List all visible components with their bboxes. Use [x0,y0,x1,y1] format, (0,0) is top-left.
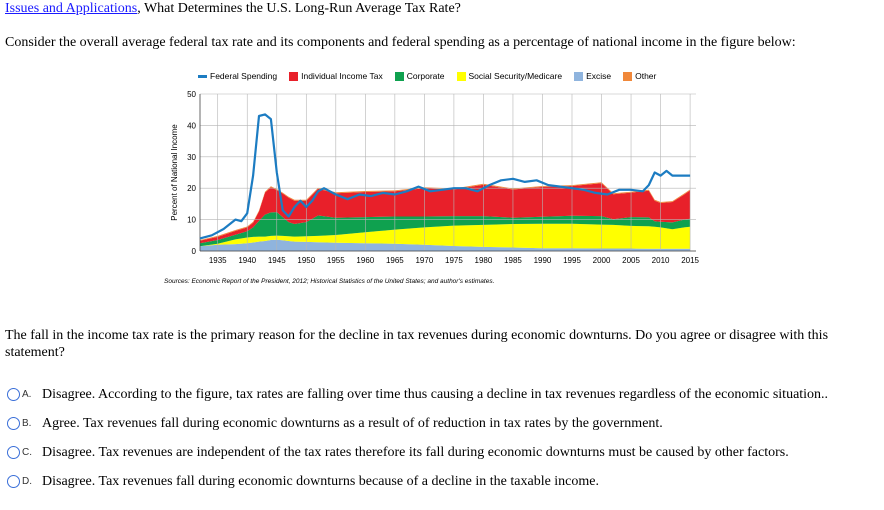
x-tick-label: 1940 [238,256,256,265]
x-tick-label: 1935 [209,256,227,265]
tax-chart: 0 10 20 30 40 50 1935 1940 1945 1950 1955 1960 1965 1… [170,90,700,265]
legend-item: Excise [574,71,611,81]
y-tick-label: 0 [192,247,197,256]
x-tick-label: 1995 [563,256,581,265]
x-tick-label: 2015 [681,256,699,265]
x-tick-label: 1970 [415,256,433,265]
y-axis-label: Percent of National Income [170,124,179,221]
area-excise [200,239,691,251]
x-tick-label: 1990 [534,256,552,265]
x-tick-label: 1945 [268,256,286,265]
legend-item: Individual Income Tax [289,71,383,81]
radio-button[interactable] [7,446,20,459]
choice-b[interactable]: B. Agree. Tax revenues fall during econom… [5,409,828,438]
y-tick-label: 50 [187,90,196,99]
x-tick-label: 1980 [475,256,493,265]
tax-chart-figure: 0 10 20 30 40 50 1935 1940 1945 1950 1955 1960 1965 1… [164,66,705,292]
legend-swatch [289,71,299,81]
chart-legend: Federal Spending Individual Income Tax Cor… [198,71,656,81]
legend-item: Other [623,71,656,81]
legend-swatch [574,71,584,81]
legend-label: Social Security/Medicare [468,71,563,81]
choice-c[interactable]: C. Disagree. Tax revenues are independent… [5,438,828,467]
chart-source: Sources: Economic Report of the Presiden… [164,278,495,285]
legend-item: Social Security/Medicare [456,71,563,81]
choice-letter: B. [22,418,32,429]
area-social-security-medicare [200,223,691,249]
legend-label: Excise [586,71,612,81]
legend-label: Federal Spending [210,71,278,81]
x-tick-label: 2010 [652,256,670,265]
choice-a[interactable]: A. Disagree. According to the figure, tax… [5,380,828,409]
answer-choices: A. Disagree. According to the figure, tax… [5,380,828,496]
choice-text: Agree. Tax revenues fall during economic… [42,415,663,431]
legend-item: Federal Spending [198,71,277,81]
x-tick-label: 2000 [593,256,611,265]
radio-button[interactable] [7,388,20,401]
choice-letter: C. [22,447,32,458]
choice-letter: A. [22,389,32,400]
intro-text: Consider the overall average federal tax… [5,35,796,50]
y-tick-label: 20 [187,184,196,193]
x-tick-label: 1985 [504,256,522,265]
header-sep: , [137,1,141,16]
x-tick-label: 2005 [622,256,640,265]
legend-label: Individual Income Tax [301,71,383,81]
question-text: The fall in the income tax rate is the p… [5,328,829,360]
legend-swatch [456,71,466,81]
page-title: What Determines the U.S. Long-Run Averag… [143,1,461,16]
x-tick-label: 1965 [386,256,404,265]
choice-d[interactable]: D. Disagree. Tax revenues fall during eco… [5,467,828,496]
legend-label: Corporate [406,71,445,81]
x-tick-label: 1955 [327,256,345,265]
page-header: Issues and Applications, What Determines… [5,0,461,17]
y-tick-label: 10 [187,216,196,225]
legend-item: Corporate [394,71,445,81]
y-tick-label: 40 [187,121,196,130]
legend-swatch [198,74,207,78]
choice-text: Disagree. Tax revenues are independent o… [42,444,789,460]
x-tick-label: 1950 [297,256,315,265]
x-tick-label: 1960 [356,256,374,265]
radio-button[interactable] [7,417,20,430]
issues-link[interactable]: Issues and Applications [5,1,138,16]
x-tick-label: 1975 [445,256,463,265]
legend-label: Other [635,71,657,81]
choice-letter: D. [22,476,32,487]
choice-text: Disagree. According to the figure, tax r… [42,386,829,402]
radio-button[interactable] [7,475,20,488]
area-individual-income-tax [200,183,691,244]
legend-swatch [394,71,404,81]
area-corporate [200,212,691,247]
choice-text: Disagree. Tax revenues fall during econo… [42,473,599,489]
legend-swatch [623,71,633,81]
y-tick-label: 30 [187,153,196,162]
line-federal-spending [199,113,691,240]
